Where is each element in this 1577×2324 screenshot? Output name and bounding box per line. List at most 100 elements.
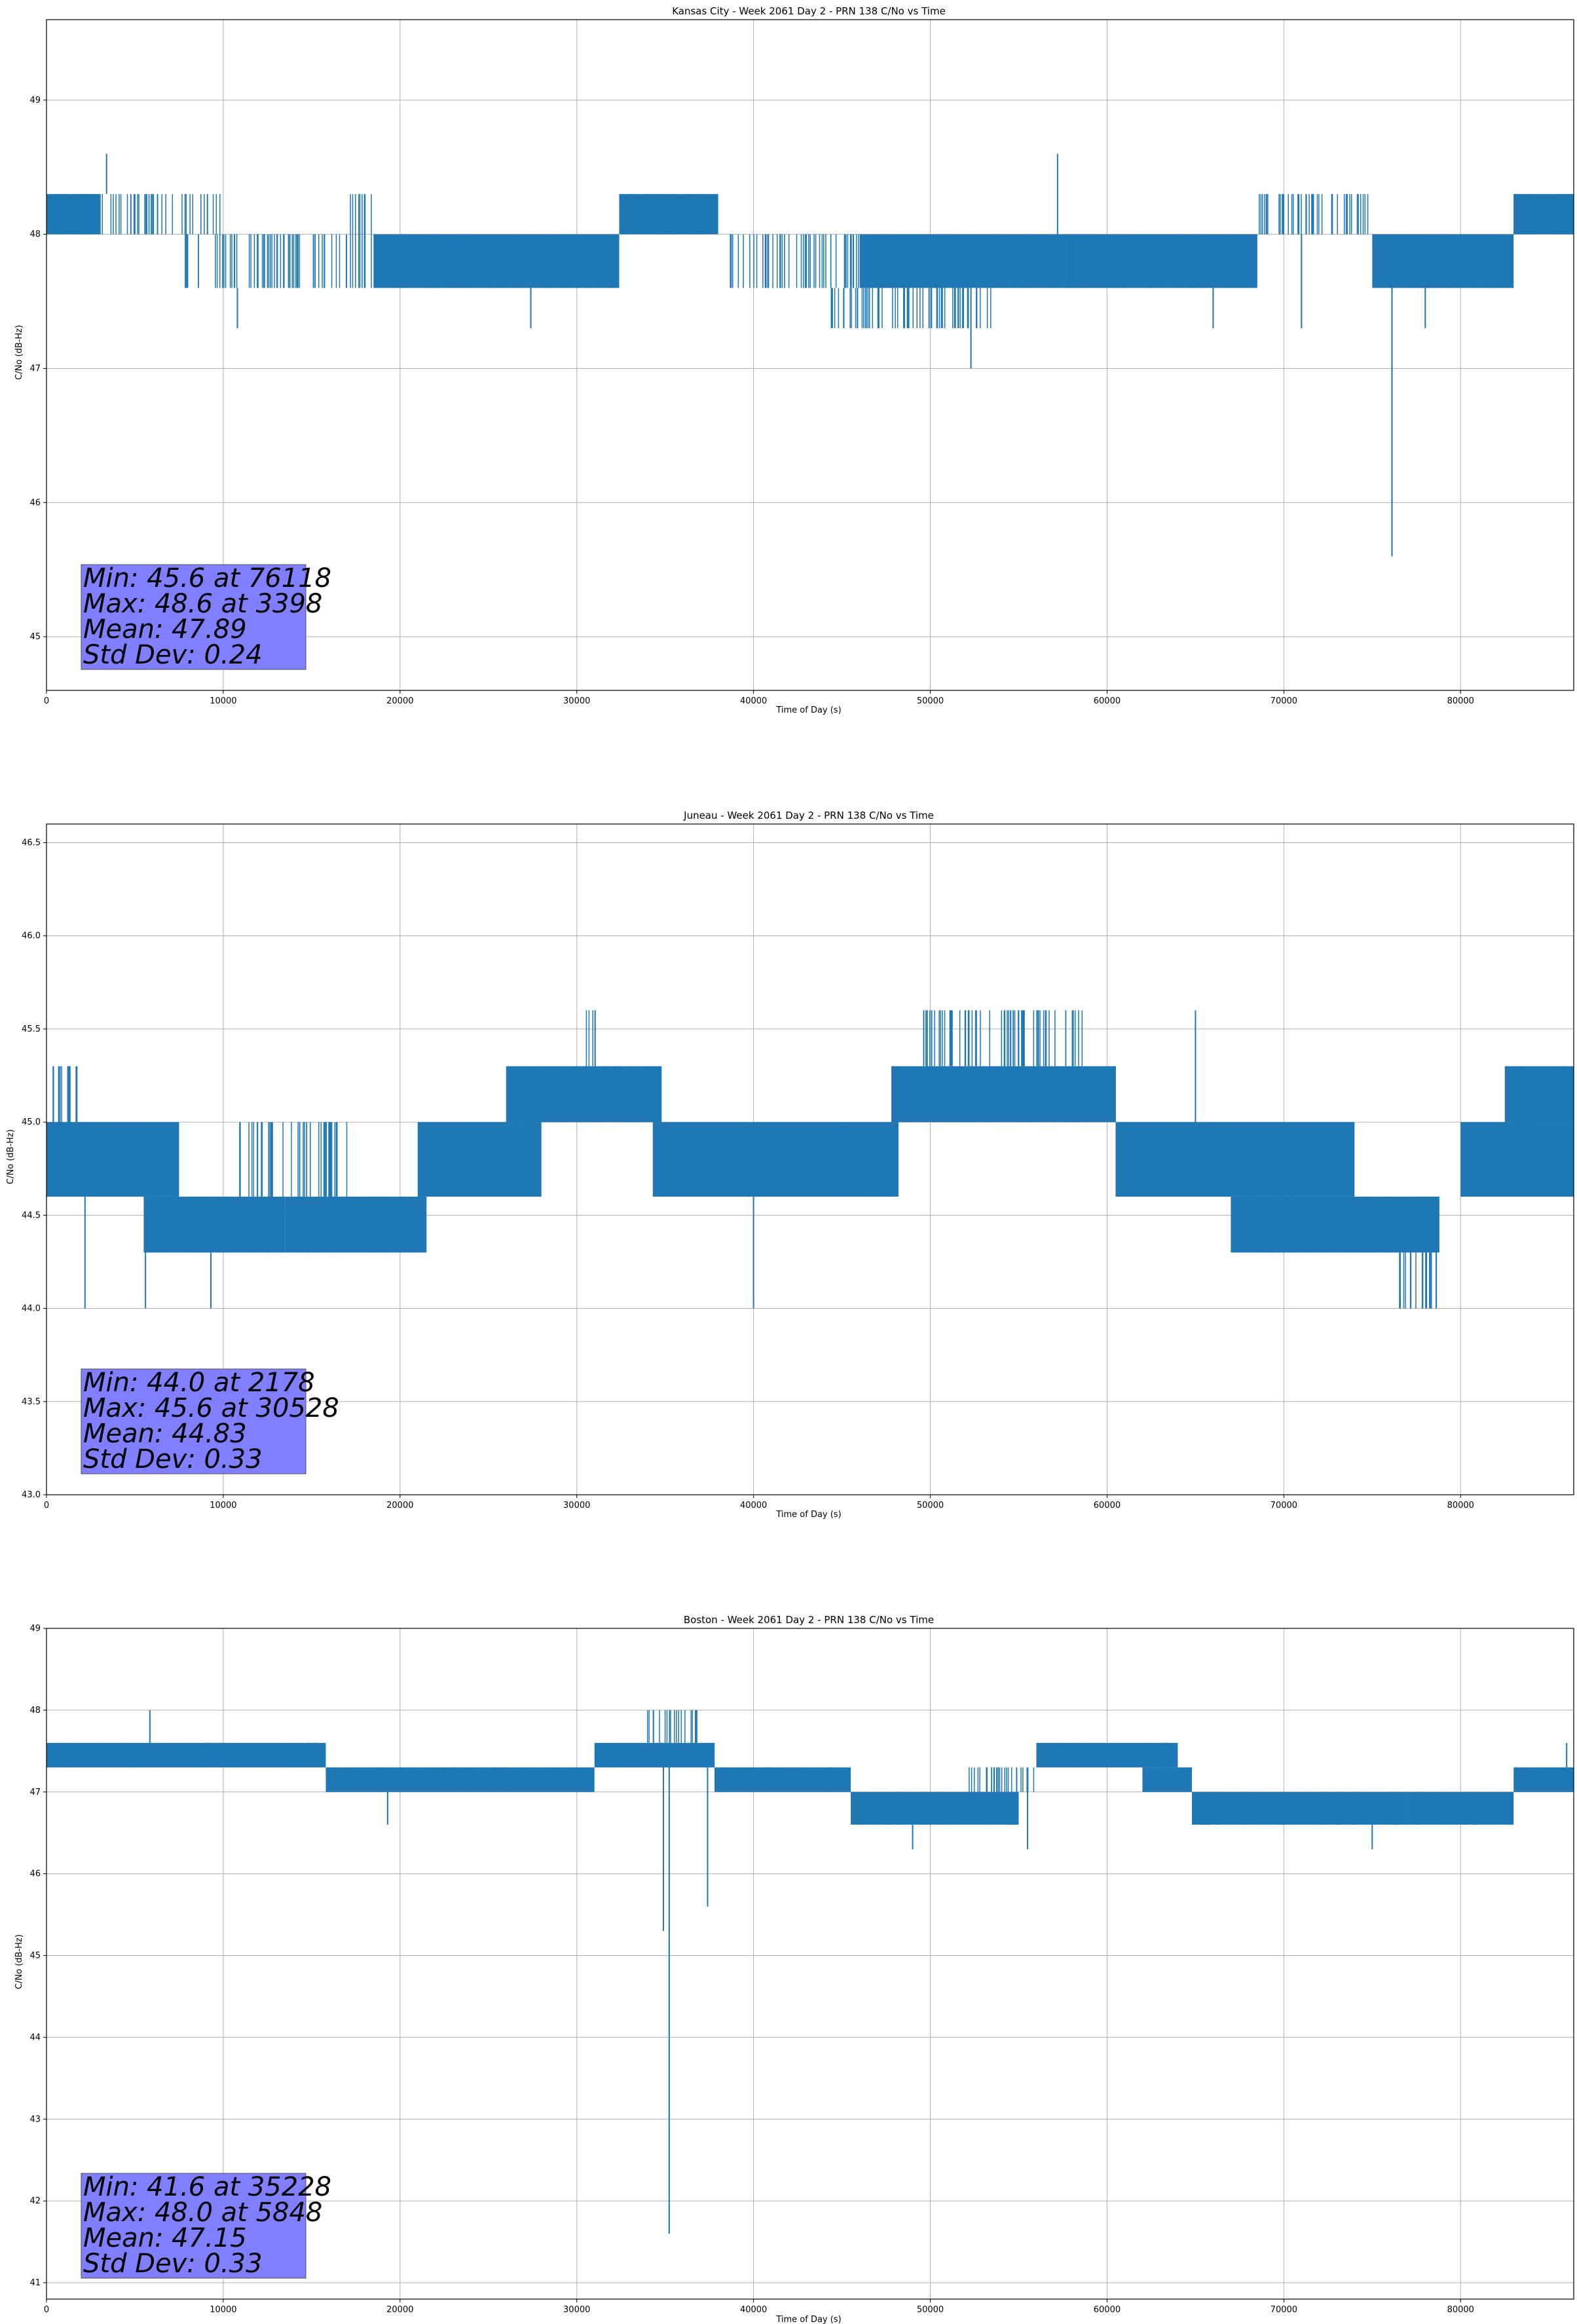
y-tick-label: 44.0	[22, 1304, 41, 1314]
stat-max: Max: 48.6 at 3398	[83, 589, 322, 619]
series-toggles	[1389, 234, 1510, 288]
series-band	[373, 234, 620, 288]
series-toggles	[863, 1791, 1014, 1825]
y-tick-label: 41	[29, 2278, 41, 2288]
series-toggles	[143, 1196, 283, 1253]
x-tick-label: 0	[44, 696, 49, 706]
stat-mean: Mean: 44.83	[83, 1419, 247, 1449]
y-tick-label: 46.0	[22, 931, 41, 941]
series-toggles	[860, 234, 1071, 288]
series-toggles	[58, 1742, 318, 1768]
x-axis-label: Time of Day (s)	[775, 705, 841, 715]
chart-juneau: Juneau - Week 2061 Day 2 - PRN 138 C/No …	[6, 810, 1574, 1520]
series-band	[859, 234, 1072, 288]
x-tick-label: 20000	[386, 1501, 413, 1510]
series-toggles	[1462, 1122, 1546, 1197]
x-tick-label: 50000	[917, 696, 944, 706]
series-band	[652, 1122, 899, 1197]
series-band	[325, 1767, 595, 1792]
y-tick-label: 45.0	[22, 1117, 41, 1127]
stats-box-background	[81, 564, 306, 670]
series-band	[714, 1767, 851, 1792]
series-toggles	[714, 1767, 842, 1792]
y-axis-label: C/No (dB-Hz)	[14, 325, 24, 380]
chart-kansas-city: Kansas City - Week 2061 Day 2 - PRN 138 …	[14, 5, 1574, 715]
x-tick-label: 80000	[1447, 696, 1474, 706]
stat-max: Max: 45.6 at 30528	[83, 1393, 339, 1423]
y-axis-label: C/No (dB-Hz)	[6, 1129, 16, 1184]
x-tick-label: 30000	[563, 2305, 590, 2315]
y-tick-label: 47	[29, 364, 41, 373]
series-band	[1071, 234, 1257, 288]
series-toggles	[327, 1767, 588, 1792]
chart-title: Juneau - Week 2061 Day 2 - PRN 138 C/No …	[683, 810, 934, 821]
series-toggles	[52, 1066, 78, 1123]
stat-min: Min: 44.0 at 2178	[83, 1368, 315, 1398]
series-toggles	[418, 1122, 541, 1197]
series-toggles	[350, 194, 372, 288]
series-cno	[46, 1710, 1574, 2234]
series-toggles	[1115, 1122, 1344, 1197]
series-toggles	[647, 1710, 697, 1743]
stat-mean: Mean: 47.89	[83, 614, 247, 645]
stat-std-dev: Std Dev: 0.33	[83, 1444, 263, 1474]
series-band	[619, 194, 718, 234]
stat-max: Max: 48.0 at 5848	[83, 2198, 322, 2228]
plot-frame	[46, 19, 1574, 691]
series-band	[1231, 1196, 1439, 1253]
y-tick-label: 46	[29, 1869, 41, 1879]
series-toggles	[585, 1010, 596, 1066]
x-tick-label: 0	[44, 1501, 49, 1510]
series-band	[46, 1742, 326, 1768]
x-tick-label: 60000	[1094, 2305, 1121, 2315]
x-axis-label: Time of Day (s)	[775, 1510, 841, 1520]
series-toggles	[46, 1122, 174, 1197]
series-band	[1513, 1767, 1574, 1792]
y-tick-label: 44	[29, 2033, 41, 2042]
y-tick-label: 45.5	[22, 1024, 41, 1034]
series-toggles	[239, 1122, 348, 1197]
series-band	[891, 1066, 1116, 1123]
y-tick-label: 46	[29, 498, 41, 508]
y-tick-label: 45	[29, 632, 41, 642]
chart-boston: Boston - Week 2061 Day 2 - PRN 138 C/No …	[14, 1614, 1574, 2324]
x-tick-label: 60000	[1094, 1501, 1121, 1510]
series-band	[1504, 1066, 1574, 1123]
x-tick-label: 40000	[740, 1501, 767, 1510]
y-tick-label: 44.5	[22, 1210, 41, 1220]
x-tick-label: 80000	[1447, 1501, 1474, 1510]
series-cno	[46, 153, 1574, 557]
y-tick-label: 49	[29, 1624, 41, 1634]
plot-frame	[46, 823, 1574, 1495]
x-tick-label: 10000	[210, 696, 236, 706]
stats-box: Min: 44.0 at 2178 Max: 45.6 at 30528 Mea…	[81, 1368, 339, 1474]
series-toggles	[1407, 1791, 1512, 1825]
series-band	[506, 1066, 662, 1123]
series-toggles	[527, 1066, 659, 1123]
x-tick-label: 20000	[386, 696, 413, 706]
series-band	[143, 1196, 286, 1253]
plot-frame	[46, 1628, 1574, 2300]
series-band	[1407, 1791, 1514, 1825]
series-toggles	[891, 1066, 1110, 1123]
chart-title: Boston - Week 2061 Day 2 - PRN 138 C/No …	[684, 1614, 934, 1626]
series-toggles	[1517, 1767, 1571, 1792]
series-toggles	[1259, 194, 1369, 234]
y-tick-label: 48	[29, 230, 41, 240]
series-toggles	[301, 1196, 418, 1253]
x-tick-label: 10000	[210, 2305, 236, 2315]
stats-box: Min: 45.6 at 76118 Max: 48.6 at 3398 Mea…	[81, 563, 331, 670]
series-band	[851, 1791, 1019, 1825]
stats-box: Min: 41.6 at 35228 Max: 48.0 at 5848 Mea…	[81, 2172, 331, 2279]
x-tick-label: 40000	[740, 2305, 767, 2315]
y-tick-label: 45	[29, 1951, 41, 1961]
x-tick-label: 0	[44, 2305, 49, 2315]
series-toggles	[923, 1010, 1083, 1066]
series-toggles	[1047, 1742, 1174, 1768]
series-toggles	[969, 1767, 1035, 1792]
y-tick-label: 46.5	[22, 838, 41, 848]
y-tick-label: 43.0	[22, 1490, 41, 1500]
stats-box-background	[81, 1368, 306, 1474]
series-band	[1372, 234, 1514, 288]
y-tick-label: 43.5	[22, 1397, 41, 1407]
